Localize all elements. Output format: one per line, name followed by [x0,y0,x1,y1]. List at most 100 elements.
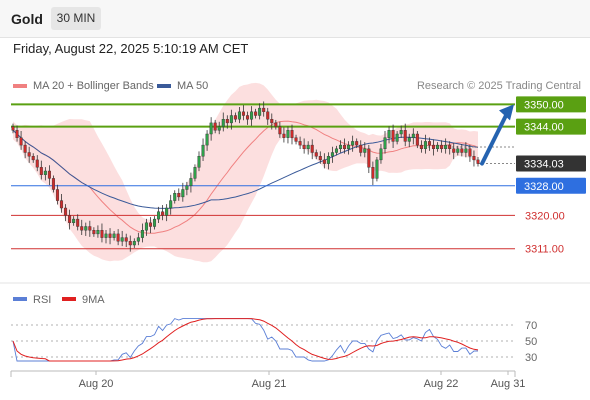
candle [278,121,282,138]
legend-rsi: RSI [13,294,51,306]
candle [148,217,152,234]
legend-9ma-swatch [62,297,76,301]
candle [165,204,169,222]
ma50-line [12,129,479,209]
candle [254,108,258,119]
candle [173,190,177,204]
candle [440,140,444,153]
candle [464,142,468,158]
level-label-3328.00: 3328.00 [524,181,564,193]
moving-averages [12,120,479,234]
candle [60,193,64,213]
candle [314,149,318,160]
level-tag-3344.00 [516,118,586,135]
timeframe-button[interactable]: 30 MIN [51,7,101,30]
candle [55,184,59,205]
legend-ma50-swatch [157,84,171,88]
level-label-3320.00: 3320.00 [525,210,565,222]
candle [363,142,367,158]
rsi-9ma-line [12,318,479,362]
candle [92,227,96,237]
legend-ma20-swatch [13,84,27,88]
candle [460,143,464,157]
candle [415,131,419,149]
x-axis-label: Aug 22 [424,378,459,390]
candle [379,143,383,164]
candle [444,138,448,154]
candle [339,140,343,153]
candle [23,141,27,159]
chart-header: Gold 30 MIN [0,0,590,38]
legend-rsi-label: RSI [33,294,51,306]
candle [80,219,84,236]
candle [427,137,431,151]
bollinger-band-fill [13,82,478,263]
candle [432,139,436,156]
candle [258,103,262,120]
candle [35,155,39,172]
candle [116,229,120,246]
candle [391,124,395,149]
candle [27,146,31,163]
candle [452,143,456,160]
candle [419,140,423,153]
candle [262,101,266,117]
candle [241,105,245,121]
forecast-arrow [480,104,514,166]
candle [209,117,213,141]
candle [343,138,347,154]
candle [395,131,399,145]
candle [217,121,221,135]
candle [124,233,128,248]
legend-ma20-label: MA 20 + Bollinger Bands [33,80,154,92]
candle [456,145,460,156]
candle [161,205,165,221]
level-label-3344.00: 3344.00 [524,122,564,134]
candle [302,138,306,154]
candle [19,131,23,150]
candle [407,133,411,148]
candle [213,119,217,134]
symbol-title: Gold [11,11,43,27]
candle [375,156,379,182]
candle [383,131,387,154]
candle [266,107,270,125]
candle [270,113,274,130]
candle [64,204,68,222]
candle [334,145,338,156]
forecast-arrow-head [499,104,514,121]
x-axis-label: Aug 20 [79,378,114,390]
legend-ma50: MA 50 [157,80,208,92]
candle [310,139,314,160]
rsi-tick-label: 30 [525,352,537,364]
candle [237,106,241,124]
candle [286,126,290,144]
candle [403,123,407,147]
candle [318,151,322,164]
candle [47,165,51,186]
candle [140,223,144,243]
source-credit: Research © 2025 Trading Central [416,80,581,92]
candle [298,136,302,149]
candlesticks [11,101,480,252]
candle [68,209,72,230]
candle [274,119,278,130]
x-axis-label: Aug 21 [252,378,287,390]
candle [128,235,132,252]
candle [351,135,355,152]
candle [367,144,371,174]
candle [120,230,124,247]
level-label-3350.00: 3350.00 [524,99,564,111]
candle [468,144,472,162]
candle [294,134,298,145]
candle [43,167,47,181]
level-tag-3334.03 [516,155,586,172]
candle [177,188,181,201]
candle [136,232,140,246]
candle [153,216,157,230]
candle [330,146,334,163]
level-label-3334.03: 3334.03 [524,158,564,170]
candle [371,161,375,186]
candle [233,112,237,123]
